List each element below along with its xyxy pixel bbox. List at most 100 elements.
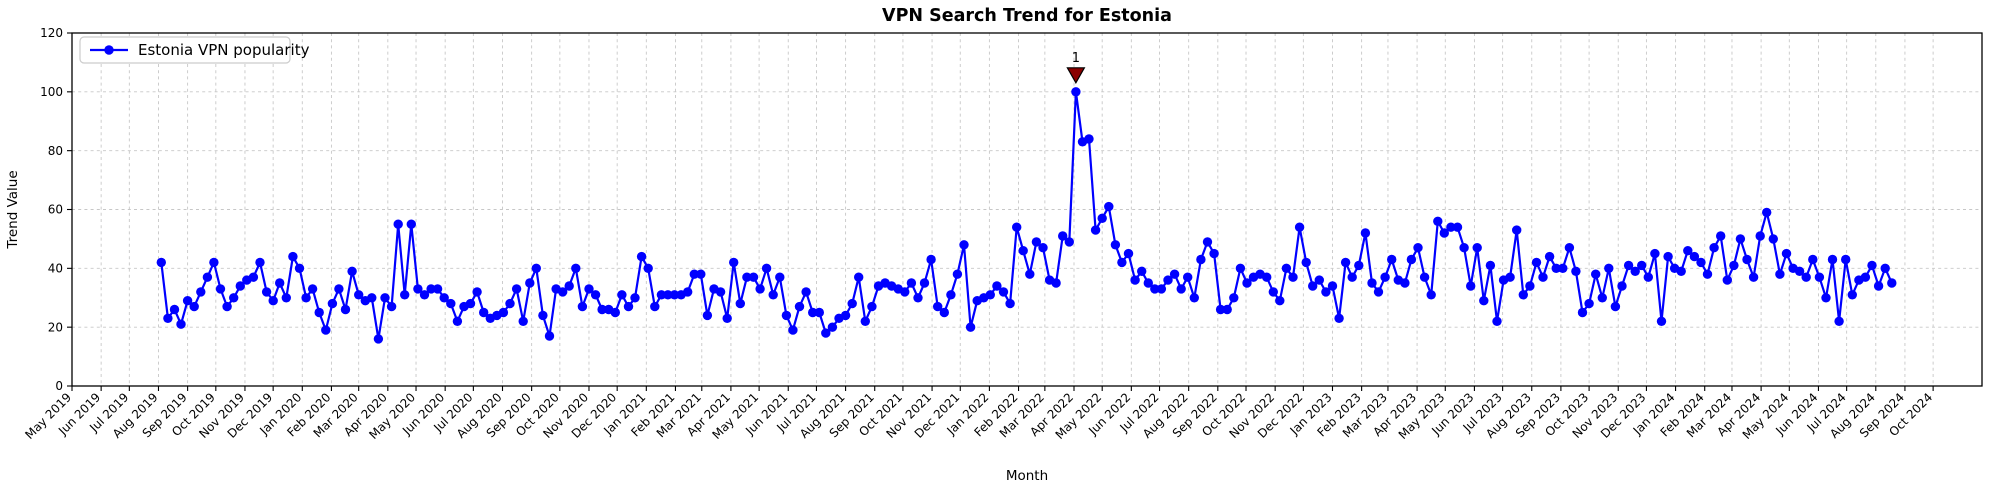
data-point [1735,234,1746,244]
data-point [1294,222,1305,232]
data-point [196,287,206,297]
data-point [696,269,706,279]
data-point [156,257,166,268]
data-point [472,287,482,297]
data-point [380,293,390,303]
data-point [1525,281,1535,291]
data-point [1617,281,1627,291]
legend-marker-icon [104,45,114,55]
data-point [761,263,772,273]
data-point [860,316,870,326]
data-point [656,290,667,300]
data-point [393,219,403,229]
data-point [630,293,640,303]
data-point [1143,278,1154,288]
y-tick-label: 20 [48,320,63,334]
data-point [1038,243,1048,253]
data-point [400,290,410,300]
data-point [1446,222,1456,232]
y-tick-label: 40 [48,262,63,276]
data-point [1419,272,1430,282]
data-point [1742,254,1752,265]
data-point [946,290,956,300]
data-point [1196,254,1206,265]
data-point [1722,275,1733,285]
data-point [169,304,180,315]
data-point [1571,266,1581,276]
data-point [781,310,792,321]
data-point [1123,248,1134,259]
data-point [1380,272,1390,282]
data-point [906,278,917,288]
data-point [1676,266,1686,276]
data-point [1242,278,1252,288]
data-point [755,284,765,294]
data-point [215,284,226,294]
data-point [1610,301,1621,312]
data-point [840,310,851,321]
data-point [558,287,568,297]
data-point [1281,263,1292,273]
data-point [1643,272,1654,282]
data-point [1433,216,1443,226]
data-point [1597,293,1608,303]
data-point [340,304,351,315]
peak-marker-icon [1066,67,1086,85]
data-point [1169,269,1180,279]
data-point [1841,254,1851,265]
data-point [1801,272,1811,282]
data-point [1340,257,1351,268]
data-point [985,290,995,300]
data-point [1130,275,1140,285]
data-point [952,269,963,279]
plot-border [71,32,1983,387]
data-point [222,301,232,312]
data-point [1163,275,1173,285]
data-point [314,307,324,318]
data-point [939,307,949,318]
data-point [426,284,436,294]
data-point [301,293,311,303]
data-point [1058,231,1068,241]
data-point [729,257,739,268]
data-point [1867,260,1877,271]
data-point [1360,228,1371,238]
data-point [1176,284,1186,294]
data-point [1354,260,1364,271]
data-point [1202,237,1213,247]
data-point [538,310,548,321]
data-point [1564,243,1575,253]
data-point [321,325,331,335]
data-point [1308,281,1318,291]
data-point [919,278,930,288]
data-point [1847,290,1858,300]
data-point [1367,278,1377,288]
data-point [1064,237,1075,247]
data-point [689,269,699,279]
data-point [623,301,634,312]
data-point [354,290,364,300]
data-point [1051,278,1061,288]
data-point [182,296,193,306]
data-point [1090,225,1101,235]
y-tick-label: 0 [55,379,63,393]
data-point [1768,234,1779,244]
data-point [465,298,476,309]
data-point [926,254,936,265]
data-point [617,290,627,300]
data-point [432,284,443,294]
data-point [1097,213,1107,223]
data-point [913,293,923,303]
data-point [1604,263,1614,273]
data-point [669,290,680,300]
data-point [1538,272,1548,282]
data-point [1716,231,1726,241]
data-point [1492,316,1502,326]
data-point [1183,272,1193,282]
data-point [827,322,838,332]
data-point [748,272,759,282]
data-point [571,263,581,273]
data-point [610,307,620,318]
data-point [1584,298,1594,309]
